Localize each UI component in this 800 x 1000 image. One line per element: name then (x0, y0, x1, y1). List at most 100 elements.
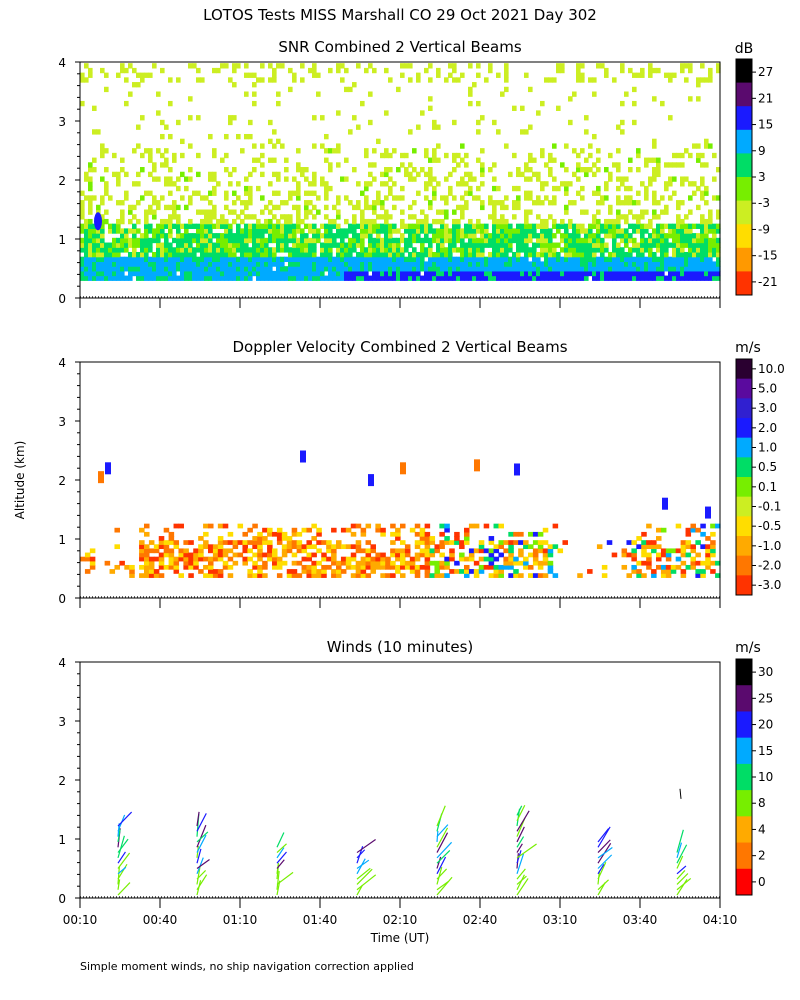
snr-cell (96, 256, 101, 263)
doppler-cell (518, 548, 524, 554)
snr-cell (628, 247, 633, 253)
snr-cell (352, 242, 357, 248)
snr-cell (124, 256, 129, 263)
doppler-cell (84, 569, 91, 574)
snr-cell (196, 77, 201, 83)
doppler-cell (621, 564, 628, 570)
snr-cell (632, 86, 637, 93)
wind-barb (117, 852, 131, 869)
doppler-cell (660, 548, 667, 554)
doppler-cell (360, 560, 367, 566)
doppler-cell (419, 536, 426, 541)
x-tick-label: 04:10 (703, 913, 738, 927)
snr-cell (312, 223, 317, 229)
snr-cell (252, 251, 257, 258)
snr-cell (500, 261, 505, 267)
snr-cell (324, 214, 329, 220)
snr-cell (548, 200, 553, 206)
snr-cell (316, 266, 321, 272)
snr-cell (216, 237, 221, 244)
snr-cell (292, 275, 297, 281)
snr-cell (396, 167, 401, 173)
wind-barb (276, 847, 285, 859)
snr-cell (392, 195, 397, 201)
snr-cell (268, 237, 273, 244)
snr-cell (456, 247, 461, 253)
snr-cell (644, 162, 649, 168)
snr-cell (280, 214, 285, 220)
snr-cell (536, 195, 541, 201)
snr-cell (172, 237, 177, 244)
snr-cell (288, 261, 293, 267)
doppler-cell (188, 556, 194, 562)
snr-cell (268, 77, 273, 83)
snr-cell (608, 233, 613, 239)
snr-cell (632, 214, 637, 220)
snr-cell (424, 270, 429, 277)
snr-cell (228, 115, 233, 121)
snr-cell (212, 242, 217, 248)
snr-cell (628, 67, 633, 74)
snr-cell (636, 270, 641, 277)
snr-cell (268, 63, 273, 69)
snr-cell (168, 190, 173, 196)
snr-cell (408, 266, 413, 272)
snr-cell (128, 261, 133, 267)
snr-cell (328, 228, 333, 234)
snr-cell (648, 63, 653, 69)
snr-cell (676, 237, 681, 244)
snr-cell (364, 204, 369, 211)
snr-cell (288, 270, 293, 277)
snr-cell (412, 148, 417, 154)
doppler-cell (498, 552, 504, 558)
snr-cell (256, 77, 261, 83)
snr-cell (656, 275, 661, 281)
snr-cell (88, 266, 93, 272)
doppler-cell (350, 531, 357, 537)
snr-cell (328, 275, 333, 281)
snr-cell (444, 228, 449, 234)
snr-cell (228, 209, 233, 215)
doppler-cell (217, 573, 224, 578)
snr-cell (460, 176, 465, 182)
snr-cell (120, 237, 125, 244)
doppler-cell (547, 564, 554, 570)
snr-cell (232, 82, 237, 88)
snr-cell (220, 275, 225, 281)
snr-cell (512, 270, 517, 277)
snr-cell (292, 72, 297, 78)
snr-cell (588, 233, 593, 239)
snr-cell (432, 190, 437, 196)
wind-barb (356, 838, 376, 854)
snr-cell (636, 275, 641, 281)
snr-cell (592, 266, 597, 272)
snr-cell (244, 72, 249, 78)
snr-cell (568, 251, 573, 258)
snr-cell (376, 214, 381, 220)
snr-cell (484, 261, 489, 267)
snr-cell (608, 275, 613, 281)
snr-cell (632, 237, 637, 244)
snr-cell (104, 218, 109, 225)
snr-cell (584, 129, 589, 135)
snr-cell (620, 261, 625, 267)
snr-cell (284, 218, 289, 225)
doppler-cell (596, 544, 603, 550)
snr-cell (88, 204, 93, 211)
snr-cell (248, 275, 253, 281)
snr-cell (652, 261, 657, 267)
doppler-cell (276, 536, 283, 541)
snr-cell (136, 124, 141, 130)
snr-cell (540, 223, 545, 229)
snr-cell (324, 275, 329, 281)
doppler-cell (444, 527, 450, 533)
snr-cell (372, 148, 377, 154)
snr-cell (436, 67, 441, 74)
snr-cell (604, 261, 609, 267)
doppler-cell (360, 527, 367, 533)
wind-barb (516, 805, 526, 821)
snr-cell (684, 223, 689, 229)
doppler-cell (468, 548, 475, 554)
snr-cell (236, 133, 241, 140)
snr-cell (428, 256, 433, 263)
